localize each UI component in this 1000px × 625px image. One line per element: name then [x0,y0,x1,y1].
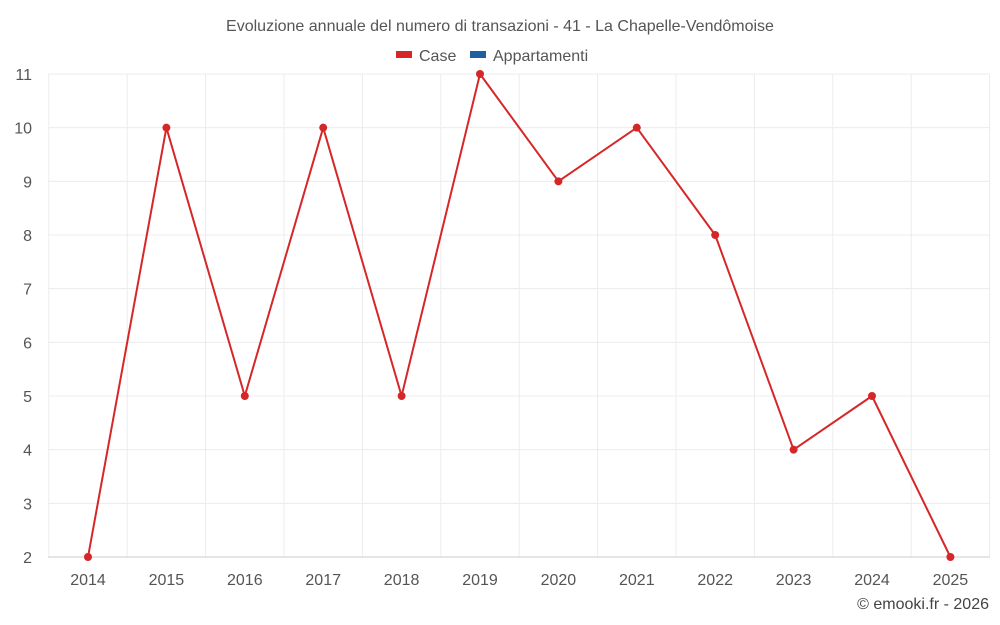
y-tick-label-2: 2 [23,550,32,567]
data-point-2025[interactable] [946,553,955,561]
x-tick-label-2017: 2017 [305,572,341,589]
y-tick-label-6: 6 [23,335,32,352]
legend-label-appartamenti[interactable]: Appartamenti [493,48,588,65]
x-tick-label-2014: 2014 [70,572,106,589]
x-axis-ticks: 2014 2015 2016 2017 2018 2019 2020 2021 2022 2023… [70,572,968,589]
y-tick-label-7: 7 [23,282,32,299]
y-axis-ticks: 2 3 4 5 6 7 8 9 10 11 [14,67,32,567]
y-tick-label-9: 9 [23,174,32,191]
data-point-2024[interactable] [868,392,876,400]
x-tick-label-2022: 2022 [697,572,733,589]
y-tick-label-3: 3 [23,496,32,513]
x-tick-label-2016: 2016 [227,572,263,589]
data-point-2020[interactable] [554,177,563,186]
x-tick-label-2020: 2020 [541,572,577,589]
grid [48,73,991,558]
legend-swatch-case [396,51,412,58]
y-tick-label-5: 5 [23,389,32,406]
legend-swatch-appartamenti [470,51,486,58]
x-tick-label-2015: 2015 [149,572,185,589]
y-tick-label-10: 10 [14,121,32,138]
legend[interactable]: Case Appartamenti [396,48,588,65]
data-point-2022[interactable] [711,231,720,239]
x-tick-label-2023: 2023 [776,572,812,589]
data-point-2019[interactable] [476,70,484,78]
x-tick-label-2024: 2024 [854,572,890,589]
chart-title: Evoluzione annuale del numero di transaz… [226,18,774,35]
credit-text: © emooki.fr - 2026 [857,596,989,613]
data-point-2021[interactable] [632,123,641,132]
data-point-2015[interactable] [162,123,171,132]
data-point-2016[interactable] [240,392,249,400]
data-point-2018[interactable] [397,392,406,400]
x-tick-label-2021: 2021 [619,572,655,589]
x-tick-label-2019: 2019 [462,572,498,589]
legend-label-case[interactable]: Case [419,48,456,65]
data-point-2017[interactable] [319,123,328,132]
x-tick-label-2018: 2018 [384,572,420,589]
data-point-2014[interactable] [84,553,92,561]
y-tick-label-8: 8 [23,228,32,245]
legend-item-appartamenti[interactable]: Appartamenti [470,48,588,65]
series-case [84,70,955,561]
y-tick-label-11: 11 [15,67,32,84]
y-tick-label-4: 4 [23,443,32,460]
legend-item-case[interactable]: Case [396,48,456,65]
x-tick-label-2025: 2025 [933,572,969,589]
series-line-case [87,73,952,558]
data-point-2023[interactable] [789,445,798,454]
